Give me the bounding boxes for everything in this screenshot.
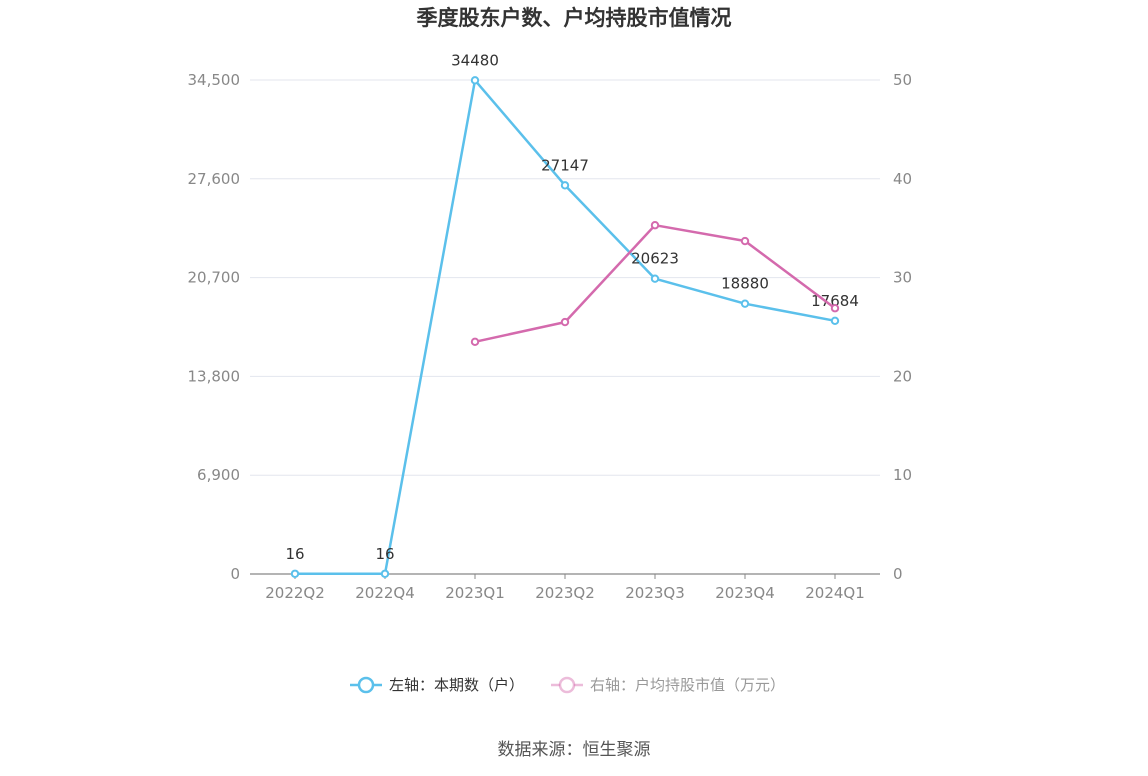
data-point-0 xyxy=(740,299,750,308)
series-line-0 xyxy=(295,79,836,576)
left-tick-label: 6,900 xyxy=(197,466,240,484)
source-note: 数据来源：恒生聚源 xyxy=(498,740,651,760)
right-tick-label: 10 xyxy=(893,466,912,484)
data-label: 17684 xyxy=(811,292,859,310)
left-tick-label: 20,700 xyxy=(188,269,241,287)
x-tick-label: 2023Q4 xyxy=(715,584,775,602)
data-label: 16 xyxy=(375,545,394,563)
left-tick-label: 0 xyxy=(230,565,240,583)
left-axis-ticks: 0 6,900 13,800 20,700 27,600 34,500 xyxy=(188,71,241,583)
legend-item-0[interactable]: 左轴：本期数（户） xyxy=(350,676,524,694)
x-tick-label: 2022Q4 xyxy=(355,584,415,602)
right-tick-label: 0 xyxy=(893,565,903,583)
series-layer: 16 16 34480 27147 20623 18880 17684 xyxy=(285,51,859,578)
legend-marker xyxy=(558,676,576,694)
data-label: 18880 xyxy=(721,275,769,293)
legend-marker xyxy=(357,676,375,694)
right-tick-label: 40 xyxy=(893,170,912,188)
x-tick-label: 2022Q2 xyxy=(265,584,325,602)
data-point-1 xyxy=(650,221,660,230)
right-tick-label: 30 xyxy=(893,269,912,287)
data-point-1 xyxy=(560,317,570,327)
x-tick-label: 2023Q2 xyxy=(535,584,595,602)
data-label: 16 xyxy=(285,545,304,563)
left-tick-label: 27,600 xyxy=(188,170,241,188)
left-tick-label: 13,800 xyxy=(188,367,241,385)
legend[interactable]: 左轴：本期数（户） 右轴：户均持股市值（万元） xyxy=(350,676,785,694)
data-point-0 xyxy=(830,316,840,325)
x-tick-label: 2024Q1 xyxy=(805,584,865,602)
left-tick-label: 34,500 xyxy=(188,71,241,89)
data-point-1 xyxy=(830,304,840,313)
data-label: 27147 xyxy=(541,156,589,174)
data-point-0 xyxy=(650,274,660,283)
data-point-0 xyxy=(290,569,300,578)
grid-lines xyxy=(250,79,880,476)
chart-title: 季度股东户数、户均持股市值情况 xyxy=(417,6,732,30)
right-axis-ticks: 0 10 20 30 40 50 xyxy=(893,71,912,583)
data-label: 20623 xyxy=(631,250,679,268)
data-point-0 xyxy=(560,181,570,190)
data-point-1 xyxy=(470,337,480,347)
legend-item-1[interactable]: 右轴：户均持股市值（万元） xyxy=(551,676,785,694)
data-point-1 xyxy=(740,236,750,246)
x-tick-label: 2023Q3 xyxy=(625,584,685,602)
right-tick-label: 20 xyxy=(893,367,912,385)
series-line-1 xyxy=(474,223,836,344)
x-tick-label: 2023Q1 xyxy=(445,584,505,602)
legend-label: 左轴：本期数（户） xyxy=(389,676,524,694)
data-point-0 xyxy=(470,76,480,85)
legend-label: 右轴：户均持股市值（万元） xyxy=(590,676,785,694)
right-tick-label: 50 xyxy=(893,71,912,89)
data-point-0 xyxy=(380,569,390,578)
data-label: 34480 xyxy=(451,51,499,69)
x-axis: 2022Q2 2022Q4 2023Q1 2023Q2 2023Q3 2023Q4 2024… xyxy=(250,573,880,602)
